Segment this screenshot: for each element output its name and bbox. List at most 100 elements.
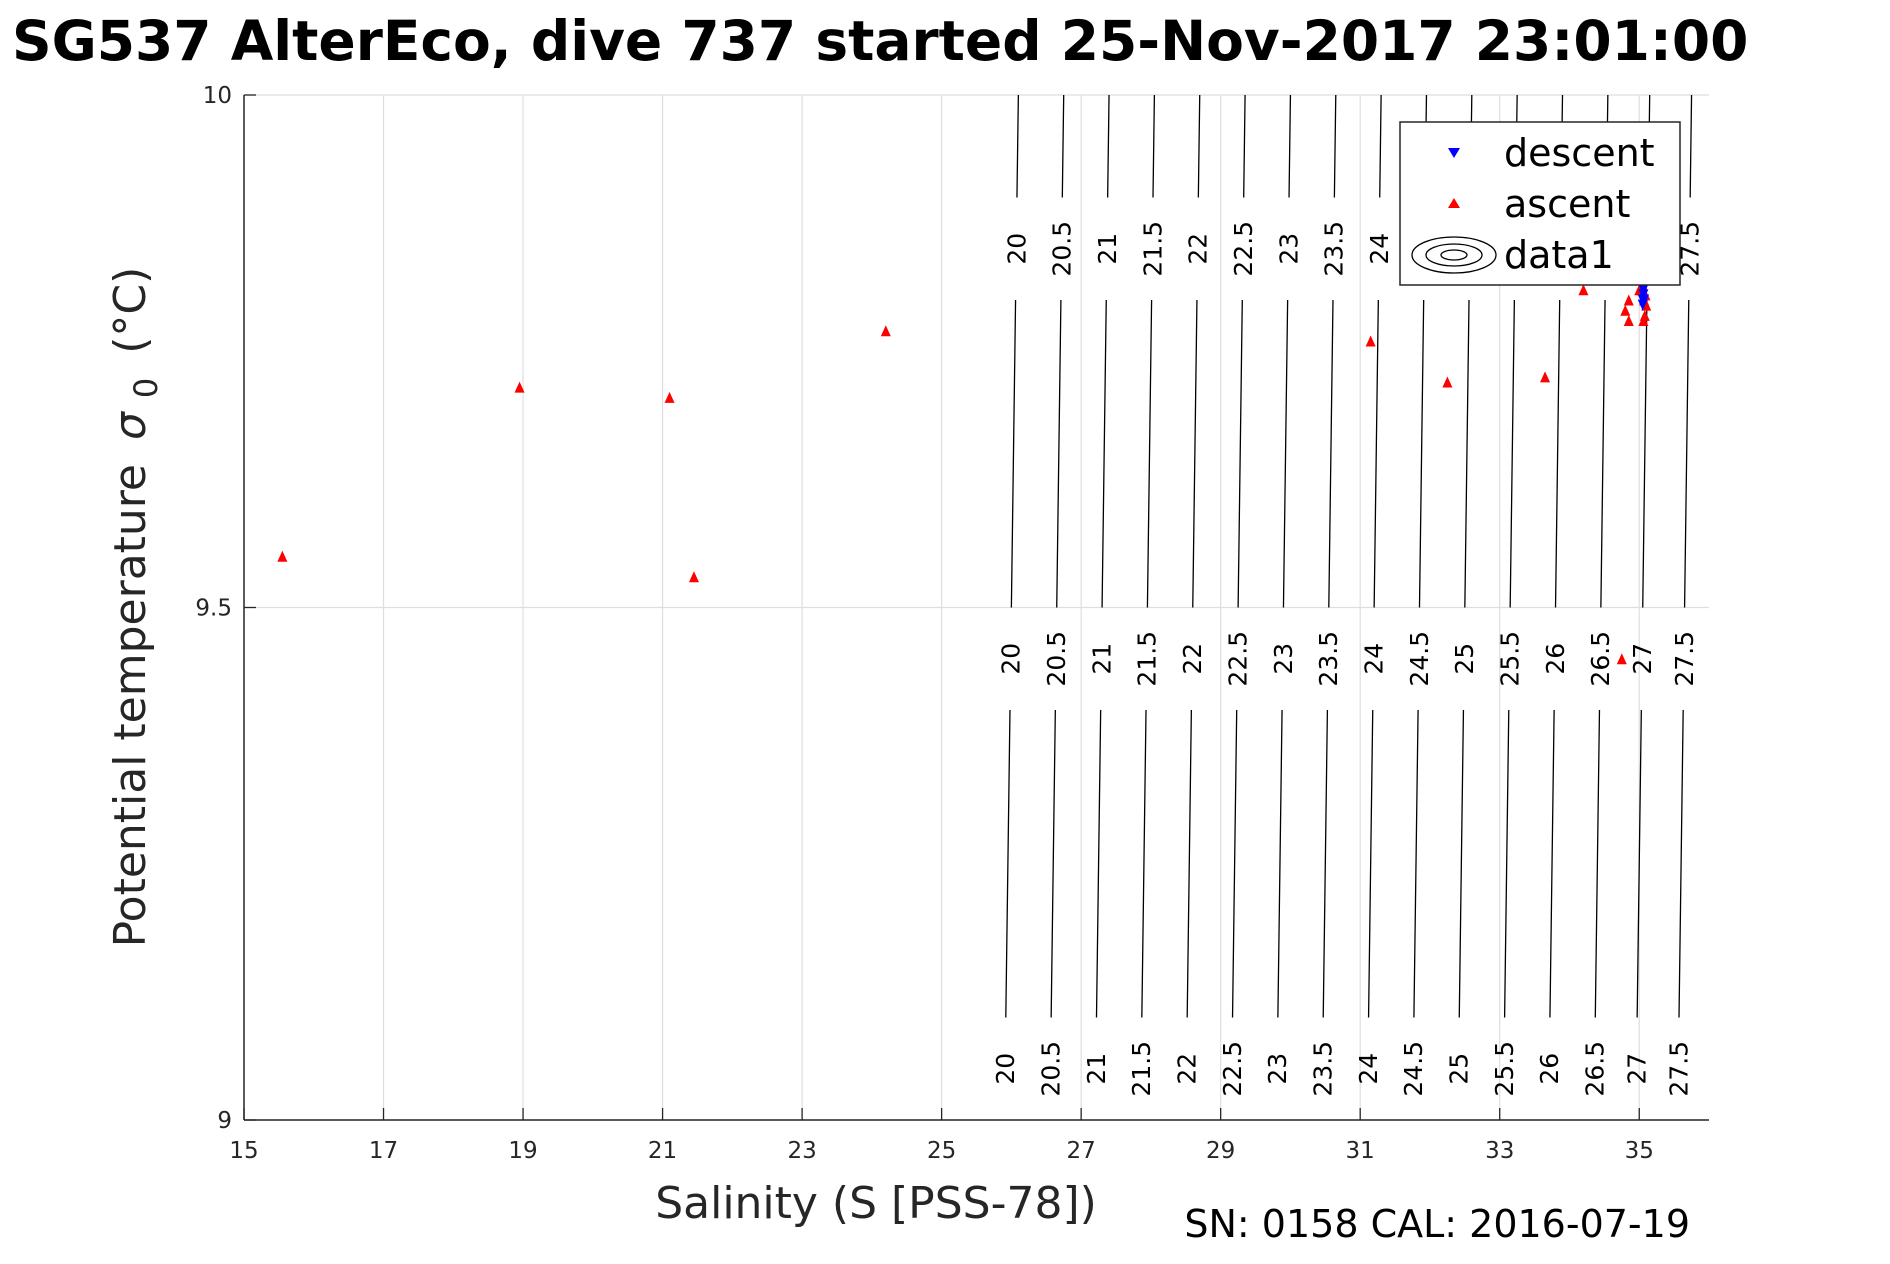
sigma-contour-line <box>1458 709 1465 1018</box>
sigma-contour-label: 26 <box>1535 1053 1564 1085</box>
sigma-contour-line <box>1503 709 1510 1018</box>
ascent-point <box>1623 315 1634 326</box>
sigma-contour-label: 26.5 <box>1586 631 1615 687</box>
x-tick-label: 29 <box>1206 1138 1235 1164</box>
ascent-point <box>688 571 699 583</box>
x-tick-label: 25 <box>927 1138 956 1164</box>
x-tick-label: 21 <box>648 1138 677 1164</box>
ascent-point <box>1365 335 1376 347</box>
ascent-point <box>514 381 525 393</box>
sigma-contour-label: 24 <box>1359 643 1388 675</box>
sigma-contour-label: 22.5 <box>1229 221 1258 277</box>
sigma-contour-line <box>1367 709 1374 1018</box>
sigma-contour-line <box>1243 94 1246 198</box>
sigma-contour-label: 22 <box>1172 1053 1201 1085</box>
sigma-contour-line <box>1509 299 1516 608</box>
sigma-contour-line <box>1642 299 1648 608</box>
sigma-contour-label: 26 <box>1541 643 1570 675</box>
sigma-contour-label: 22.5 <box>1223 631 1252 687</box>
sigma-contour-label: 22 <box>1178 643 1207 675</box>
ascent-point <box>664 391 675 403</box>
sigma-contour-line <box>1061 94 1065 198</box>
sigma-contour-line <box>1197 94 1201 198</box>
x-tick-label: 31 <box>1346 1138 1375 1164</box>
x-axis-label: Salinity (S [PSS-78]) <box>655 1178 1097 1229</box>
sigma-contour-label: 21.5 <box>1133 631 1162 687</box>
x-tick-label: 15 <box>229 1138 258 1164</box>
sigma-contour-label: 27.5 <box>1670 631 1699 687</box>
ascent-point <box>1638 315 1649 326</box>
sigma-contour-label: 20 <box>997 643 1026 675</box>
sigma-contour-label: 23 <box>1269 643 1298 675</box>
sigma-contour-label: 20.5 <box>1042 631 1071 687</box>
descent-point <box>1639 294 1650 306</box>
sigma-contour-label: 23 <box>1274 233 1303 265</box>
sigma-contour-label: 20 <box>1002 233 1031 265</box>
y-axis-label-symbol: σ <box>105 411 156 440</box>
x-tick-label: 33 <box>1485 1138 1514 1164</box>
sigma-contour-line <box>1107 94 1110 198</box>
sigma-contour-line <box>1678 709 1684 1018</box>
sigma-contour-line <box>1373 299 1379 608</box>
y-tick-label: 10 <box>203 83 232 109</box>
legend-ascent-label: ascent <box>1504 182 1630 226</box>
sigma-contour-line <box>1418 299 1425 608</box>
ascent-point <box>1623 294 1634 306</box>
sigma-contour-line <box>1689 94 1693 198</box>
sigma-contour-label: 23.5 <box>1309 1041 1338 1097</box>
x-tick-label: 27 <box>1067 1138 1096 1164</box>
y-axis-label: Potential temperature σ 0 (°C) <box>105 267 168 948</box>
x-tick-label: 23 <box>787 1138 816 1164</box>
sigma-contour-label: 22.5 <box>1218 1041 1247 1097</box>
sigma-contour-line <box>1056 299 1062 608</box>
y-axis-label-text: Potential temperature <box>105 464 156 947</box>
sigma-contour-line <box>1636 709 1642 1018</box>
x-tick-label: 35 <box>1625 1138 1654 1164</box>
sigma-contour-line <box>1549 709 1555 1018</box>
descent-point <box>1638 284 1649 296</box>
sigma-contour-label: 20 <box>991 1053 1020 1085</box>
sigma-contour-label: 23.5 <box>1320 221 1349 277</box>
sigma-contour-line <box>1005 709 1011 1018</box>
ascent-point <box>880 325 891 337</box>
legend-item-ascent: ascent <box>1448 182 1630 226</box>
sigma-contour-label: 23.5 <box>1314 631 1343 687</box>
y-axis-label-unit: (°C) <box>105 267 156 354</box>
sigma-contour-line <box>1095 709 1102 1018</box>
legend-contour-icon <box>1411 236 1497 274</box>
sigma-contour-line <box>1016 94 1020 198</box>
grid-lines <box>243 94 1709 1121</box>
sigma-contour-line <box>1554 299 1561 608</box>
legend-ascent-marker <box>1448 198 1460 208</box>
sigma-contour-line <box>1683 299 1690 608</box>
x-tick-label: 17 <box>369 1138 398 1164</box>
sigma-contour-line <box>1152 94 1156 198</box>
sigma-contour-label: 26.5 <box>1581 1041 1610 1097</box>
sigma-contour-line <box>1413 709 1419 1018</box>
sigma-contour-label: 25.5 <box>1490 1041 1519 1097</box>
sigma-contour-line <box>1288 94 1292 198</box>
axes: 15 17 19 21 23 25 27 29 31 33 35 9 9.5 10 <box>195 83 1709 1164</box>
sigma-contour-line <box>1322 709 1329 1018</box>
ascent-point <box>1620 304 1631 316</box>
sigma-contour-line <box>1333 94 1337 198</box>
legend-item-data1: data1 <box>1411 233 1614 277</box>
legend-item-descent: descent <box>1448 131 1655 175</box>
data-points <box>277 274 1652 665</box>
legend-descent-label: descent <box>1504 131 1655 175</box>
sigma-contour-label: 21.5 <box>1127 1041 1156 1097</box>
serial-calibration-note: SN: 0158 CAL: 2016-07-19 <box>1184 1202 1690 1246</box>
sigma-contour-line <box>1464 299 1470 608</box>
sigma-contour-label: 24.5 <box>1399 1041 1428 1097</box>
ascent-point <box>1442 376 1453 388</box>
sigma-contour-line <box>1141 709 1147 1018</box>
sigma-contour-line <box>1050 709 1056 1018</box>
sigma-contour-label: 24 <box>1365 233 1394 265</box>
sigma-contour-label: 21.5 <box>1138 221 1167 277</box>
sigma-contour-line <box>1282 299 1289 608</box>
sigma-contour-line <box>1600 299 1606 608</box>
sigma-contour-label: 27 <box>1622 1053 1651 1085</box>
sigma-contour-label: 20.5 <box>1048 221 1077 277</box>
